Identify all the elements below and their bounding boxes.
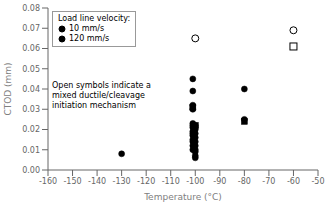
svg-text:-80: -80 <box>238 177 251 186</box>
svg-text:0.01: 0.01 <box>22 146 40 155</box>
svg-text:Temperature (°C): Temperature (°C) <box>143 192 222 202</box>
svg-text:0.05: 0.05 <box>22 65 40 74</box>
svg-text:-150: -150 <box>63 177 81 186</box>
svg-text:-90: -90 <box>213 177 226 186</box>
svg-text:CTOD (mm): CTOD (mm) <box>8 62 13 115</box>
svg-text:0.08: 0.08 <box>22 4 40 13</box>
svg-text:0.04: 0.04 <box>22 85 40 94</box>
html-text:mixed ductile/cleavage: mixed ductile/cleavage <box>52 91 145 100</box>
svg-text:0.03: 0.03 <box>22 105 40 114</box>
svg-text:0.00: 0.00 <box>22 166 40 175</box>
html-text:Load line velocity:: Load line velocity: <box>58 14 131 23</box>
svg-text:-100: -100 <box>186 177 204 186</box>
svg-text:-160: -160 <box>39 177 57 186</box>
svg-text:-120: -120 <box>137 177 155 186</box>
svg-text:0.07: 0.07 <box>22 24 40 33</box>
svg-text:-130: -130 <box>113 177 131 186</box>
svg-text:-60: -60 <box>287 177 300 186</box>
html-text:Open symbols indicate a: Open symbols indicate a <box>52 81 151 90</box>
html-text:10 mm/s: 10 mm/s <box>69 24 105 33</box>
svg-text:-50: -50 <box>311 177 322 186</box>
svg-text:0.06: 0.06 <box>22 44 40 53</box>
svg-text:-70: -70 <box>262 177 275 186</box>
svg-text:-140: -140 <box>88 177 106 186</box>
svg-text:-110: -110 <box>162 177 180 186</box>
html-text:initiation mechanism: initiation mechanism <box>52 101 136 110</box>
html-text:120 mm/s: 120 mm/s <box>69 34 110 43</box>
svg-text:0.02: 0.02 <box>22 125 40 134</box>
